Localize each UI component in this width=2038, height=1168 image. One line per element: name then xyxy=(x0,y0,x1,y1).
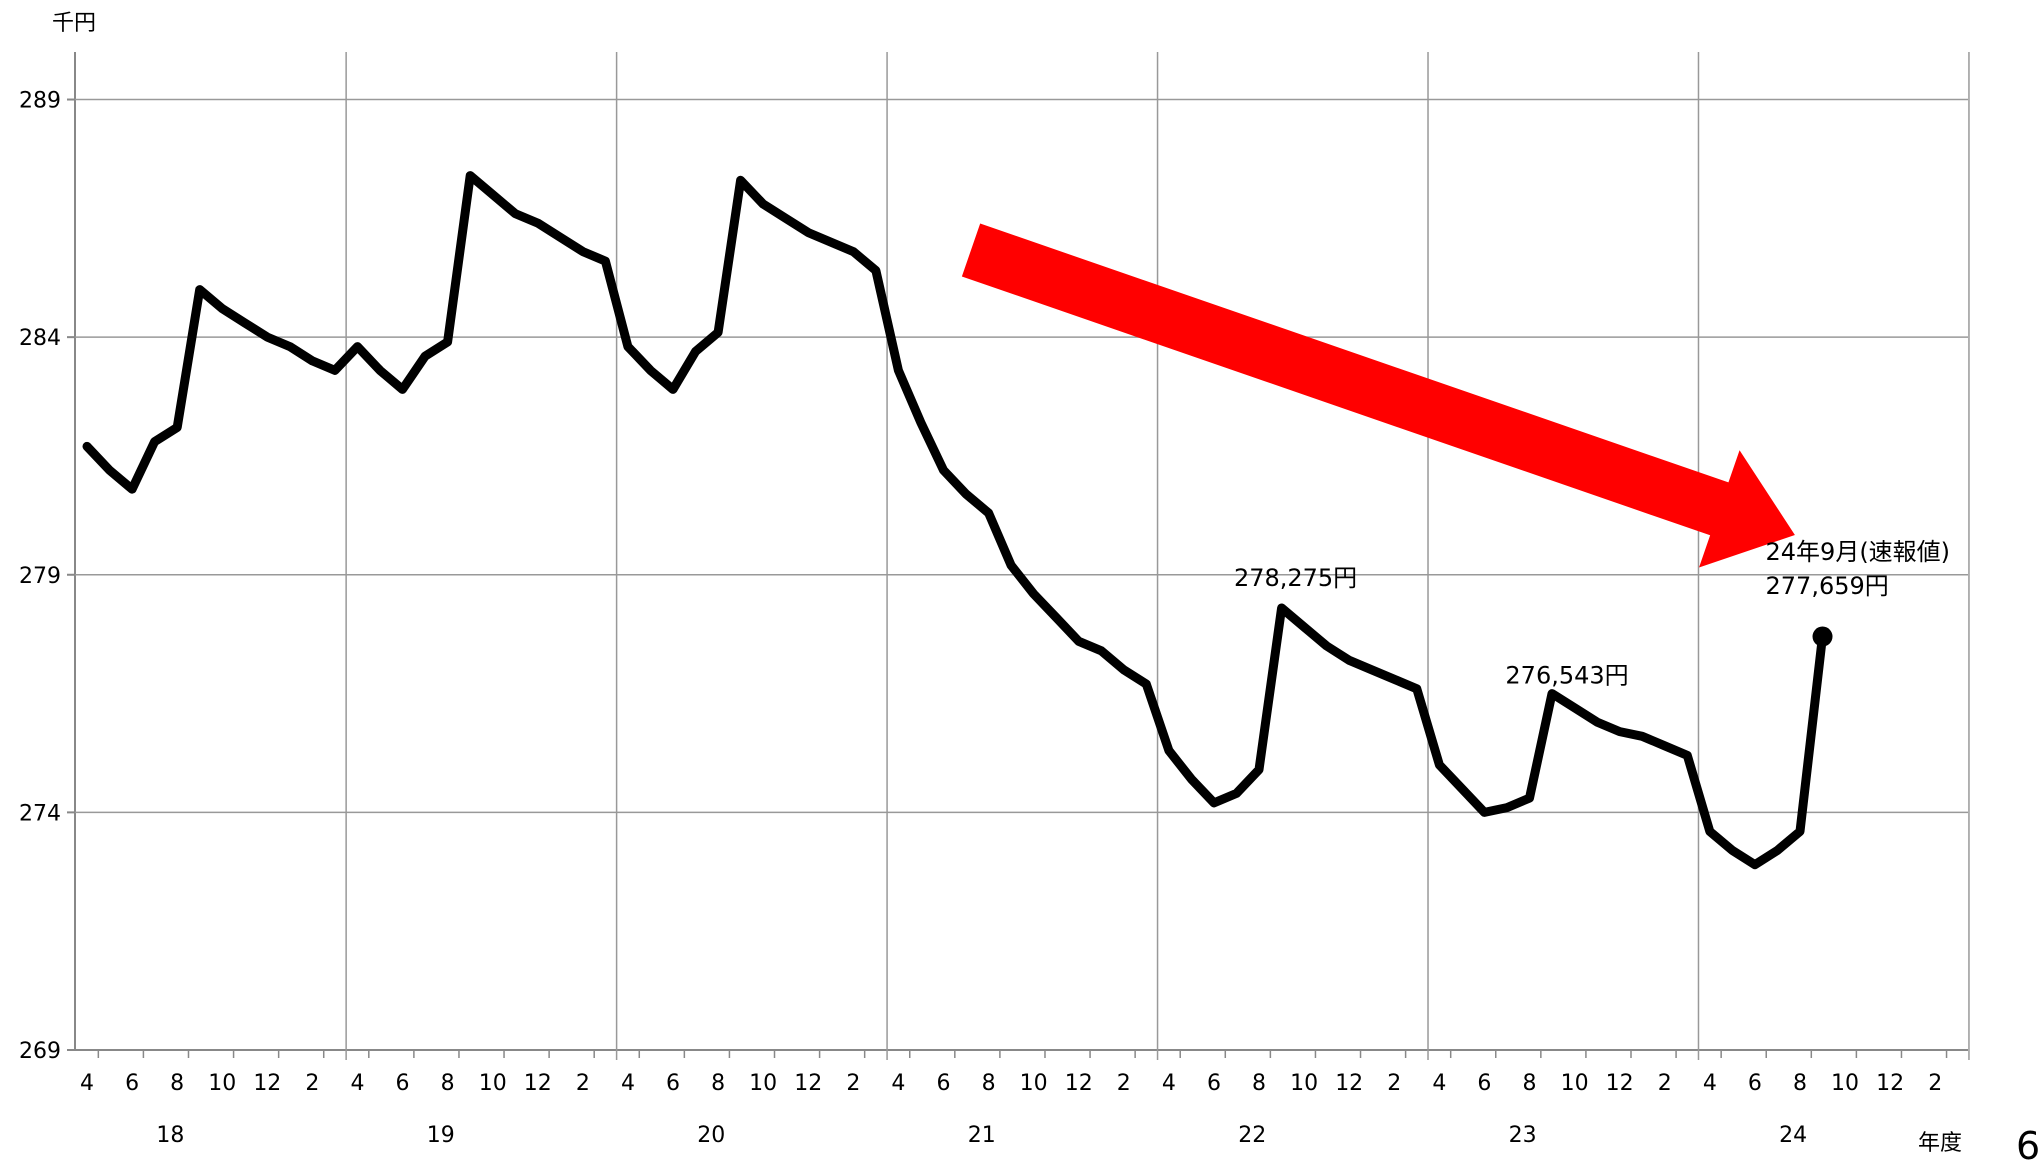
series-line xyxy=(82,171,1833,870)
x-tick-label: 12 xyxy=(253,1071,281,1096)
x-tick-label: 4 xyxy=(621,1071,635,1096)
series-line-path xyxy=(82,171,1827,870)
x-tick-label: 10 xyxy=(479,1071,507,1096)
page-number: 6 xyxy=(2016,1124,2038,1168)
x-tick-label: 2 xyxy=(305,1071,319,1096)
annotation-label: 276,543円 xyxy=(1505,662,1628,690)
x-tick-label: 6 xyxy=(396,1071,410,1096)
y-tick-label: 279 xyxy=(19,564,61,589)
annotations: 278,275円 276,543円 24年9月(速報値) 277,659円 xyxy=(1234,538,1950,690)
grid xyxy=(74,52,1970,1060)
x-tick-label: 8 xyxy=(1252,1071,1266,1096)
x-tick-label: 10 xyxy=(1020,1071,1048,1096)
x-axis-ticks: 4 6 8 10 12 2 4 6 8 10 12 2 4 6 8 10 12 2 4 6 8 10 12 2 4 6 8 10 12 2… xyxy=(80,1050,1948,1096)
x-tick-label: 10 xyxy=(208,1071,236,1096)
annotation-label: 24年9月(速報値) xyxy=(1766,538,1951,566)
x-tick-label: 8 xyxy=(1793,1071,1807,1096)
x-tick-label: 8 xyxy=(1523,1071,1537,1096)
x-axis-label: 年度 xyxy=(1918,1131,1962,1156)
x-tick-label: 2 xyxy=(846,1071,860,1096)
x-tick-label: 6 xyxy=(125,1071,139,1096)
x-tick-label: 8 xyxy=(982,1071,996,1096)
fiscal-year-label: 23 xyxy=(1509,1123,1537,1148)
x-tick-label: 4 xyxy=(80,1071,94,1096)
trend-arrow xyxy=(961,223,1795,568)
x-tick-label: 12 xyxy=(794,1071,822,1096)
x-tick-label: 12 xyxy=(1335,1071,1363,1096)
fiscal-year-labels: 18 19 20 21 22 23 24 xyxy=(156,1123,1807,1148)
x-tick-label: 4 xyxy=(1432,1071,1446,1096)
x-tick-label: 12 xyxy=(524,1071,552,1096)
x-tick-label: 12 xyxy=(1876,1071,1904,1096)
y-axis-label: 千円 xyxy=(52,11,96,36)
x-tick-label: 12 xyxy=(1065,1071,1093,1096)
x-tick-label: 10 xyxy=(1831,1071,1859,1096)
trend-arrow-shape xyxy=(961,223,1795,568)
x-tick-label: 8 xyxy=(170,1071,184,1096)
x-tick-label: 2 xyxy=(1117,1071,1131,1096)
x-tick-label: 6 xyxy=(666,1071,680,1096)
y-tick-label: 284 xyxy=(19,326,61,351)
fiscal-year-label: 21 xyxy=(968,1123,996,1148)
x-tick-label: 8 xyxy=(711,1071,725,1096)
y-axis-ticks: 269 274 279 284 289 xyxy=(19,89,75,1064)
x-tick-label: 8 xyxy=(441,1071,455,1096)
x-tick-label: 6 xyxy=(936,1071,950,1096)
x-tick-label: 2 xyxy=(1928,1071,1942,1096)
x-tick-label: 10 xyxy=(1290,1071,1318,1096)
x-tick-label: 4 xyxy=(891,1071,905,1096)
fiscal-year-label: 24 xyxy=(1779,1123,1807,1148)
fiscal-year-label: 18 xyxy=(156,1123,184,1148)
annotation-label: 278,275円 xyxy=(1234,564,1357,592)
x-tick-label: 6 xyxy=(1477,1071,1491,1096)
x-tick-label: 4 xyxy=(1703,1071,1717,1096)
y-tick-label: 289 xyxy=(19,89,61,114)
fiscal-year-label: 19 xyxy=(427,1123,455,1148)
x-tick-label: 2 xyxy=(576,1071,590,1096)
x-tick-label: 6 xyxy=(1207,1071,1221,1096)
y-tick-label: 269 xyxy=(19,1039,61,1064)
x-tick-label: 12 xyxy=(1606,1071,1634,1096)
x-tick-label: 10 xyxy=(749,1071,777,1096)
x-tick-label: 4 xyxy=(1162,1071,1176,1096)
fiscal-year-label: 22 xyxy=(1238,1123,1266,1148)
x-tick-label: 4 xyxy=(350,1071,364,1096)
annotation-label: 277,659円 xyxy=(1766,572,1889,600)
fiscal-year-label: 20 xyxy=(697,1123,725,1148)
y-tick-label: 274 xyxy=(19,801,61,826)
x-tick-label: 2 xyxy=(1387,1071,1401,1096)
x-tick-label: 10 xyxy=(1561,1071,1589,1096)
latest-point-marker xyxy=(1812,626,1833,647)
x-tick-label: 6 xyxy=(1748,1071,1762,1096)
x-tick-label: 2 xyxy=(1658,1071,1672,1096)
